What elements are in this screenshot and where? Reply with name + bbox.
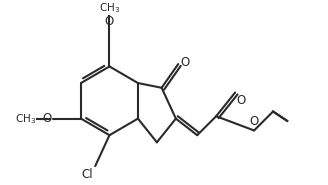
Text: O: O: [250, 115, 259, 128]
Text: O: O: [236, 94, 246, 107]
Text: O: O: [105, 16, 114, 28]
Text: CH$_3$: CH$_3$: [15, 112, 36, 125]
Text: Cl: Cl: [81, 168, 93, 181]
Text: CH$_3$: CH$_3$: [99, 2, 121, 16]
Text: O: O: [181, 56, 190, 69]
Text: O: O: [42, 112, 51, 125]
